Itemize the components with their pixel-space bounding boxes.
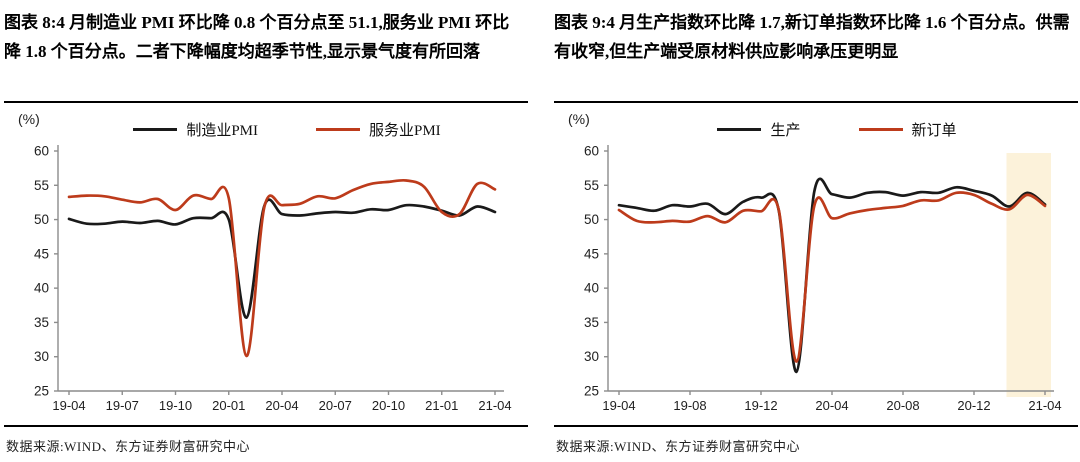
svg-text:20-04: 20-04 (815, 398, 848, 413)
series-line-0 (617, 177, 1047, 374)
figure-8-chart: 25 30 35 40 45 50 55 60 19-04 19-07 19-10 20-01 20-0… (4, 103, 528, 425)
svg-text:19-04: 19-04 (602, 398, 635, 413)
svg-text:50: 50 (34, 212, 49, 227)
legend-line-swatch (133, 128, 178, 131)
svg-text:60: 60 (34, 144, 49, 159)
highlight-band (1006, 153, 1051, 397)
legend-item-services-pmi: 服务业PMI (316, 119, 441, 140)
series-line-1 (67, 178, 497, 358)
x-axis-labels: 19-04 19-08 19-12 20-04 20-08 20-12 21-04 (602, 391, 1062, 413)
svg-text:20-12: 20-12 (957, 398, 990, 413)
legend-line-swatch (858, 128, 903, 131)
legend-line-swatch (717, 128, 762, 131)
figure-9-caption: 图表 9:4 月生产指数环比降 1.7,新订单指数环比降 1.6 个百分点。供需… (554, 6, 1078, 103)
legend-item-production: 生产 (717, 119, 801, 140)
svg-text:55: 55 (584, 178, 599, 193)
legend-line-swatch (316, 128, 360, 131)
legend-label: 制造业PMI (186, 123, 258, 139)
svg-text:20-01: 20-01 (212, 398, 245, 413)
figure-9-chart: 25 30 35 40 45 50 55 60 19-04 19-08 19-12 20-04 20-0… (554, 103, 1078, 425)
svg-text:20-10: 20-10 (372, 398, 405, 413)
svg-text:40: 40 (584, 281, 599, 296)
svg-text:20-08: 20-08 (886, 398, 919, 413)
svg-text:30: 30 (584, 349, 599, 364)
figure-8-caption: 图表 8:4 月制造业 PMI 环比降 0.8 个百分点至 51.1,服务业 P… (4, 6, 528, 103)
legend-label: 新订单 (911, 123, 957, 139)
series-line-0 (67, 198, 497, 319)
svg-text:19-08: 19-08 (673, 398, 706, 413)
svg-text:30: 30 (34, 349, 49, 364)
svg-text:21-04: 21-04 (1028, 398, 1061, 413)
svg-text:19-10: 19-10 (159, 398, 192, 413)
svg-text:45: 45 (584, 246, 599, 261)
svg-text:21-01: 21-01 (425, 398, 458, 413)
y-axis-labels: 25 30 35 40 45 50 55 60 (34, 144, 58, 399)
svg-text:20-04: 20-04 (265, 398, 298, 413)
svg-text:25: 25 (584, 384, 599, 399)
figure-9-y-axis-unit: (%) (568, 111, 590, 127)
svg-text:19-04: 19-04 (52, 398, 85, 413)
svg-text:60: 60 (584, 144, 599, 159)
legend-label: 服务业PMI (369, 123, 441, 139)
svg-text:19-07: 19-07 (106, 398, 139, 413)
x-axis-labels: 19-04 19-07 19-10 20-01 20-04 20-07 20-10 21-01… (52, 391, 512, 413)
svg-text:45: 45 (34, 246, 49, 261)
svg-text:35: 35 (584, 315, 599, 330)
svg-text:35: 35 (34, 315, 49, 330)
series-line-1 (617, 191, 1047, 363)
svg-text:25: 25 (34, 384, 49, 399)
legend-label: 生产 (770, 123, 801, 139)
figure-9-source: 数据来源:WIND、东方证券财富研究中心 (554, 425, 1078, 455)
figure-9-panel: 图表 9:4 月生产指数环比降 1.7,新订单指数环比降 1.6 个百分点。供需… (554, 6, 1078, 462)
svg-text:19-12: 19-12 (744, 398, 777, 413)
y-axis-labels: 25 30 35 40 45 50 55 60 (584, 144, 608, 399)
axes (607, 145, 1054, 392)
axes (57, 145, 504, 392)
legend-item-manufacturing-pmi: 制造业PMI (133, 119, 258, 140)
figure-9-plot: 25 30 35 40 45 50 55 60 19-04 19-08 19-12 20-04 20-0… (584, 144, 1062, 414)
figure-9-legend: 生产 新订单 (608, 119, 1066, 140)
svg-text:20-07: 20-07 (319, 398, 352, 413)
legend-item-new-orders: 新订单 (858, 119, 957, 140)
svg-text:40: 40 (34, 281, 49, 296)
figure-8-plot: 25 30 35 40 45 50 55 60 19-04 19-07 19-10 20-01 20-0… (34, 144, 512, 414)
figure-8-y-axis-unit: (%) (18, 111, 40, 127)
figure-8-legend: 制造业PMI 服务业PMI (58, 119, 516, 140)
svg-text:55: 55 (34, 178, 49, 193)
figure-8-source: 数据来源:WIND、东方证券财富研究中心 (4, 425, 528, 455)
svg-text:21-04: 21-04 (478, 398, 511, 413)
svg-text:50: 50 (584, 212, 599, 227)
figure-8-panel: 图表 8:4 月制造业 PMI 环比降 0.8 个百分点至 51.1,服务业 P… (4, 6, 528, 462)
